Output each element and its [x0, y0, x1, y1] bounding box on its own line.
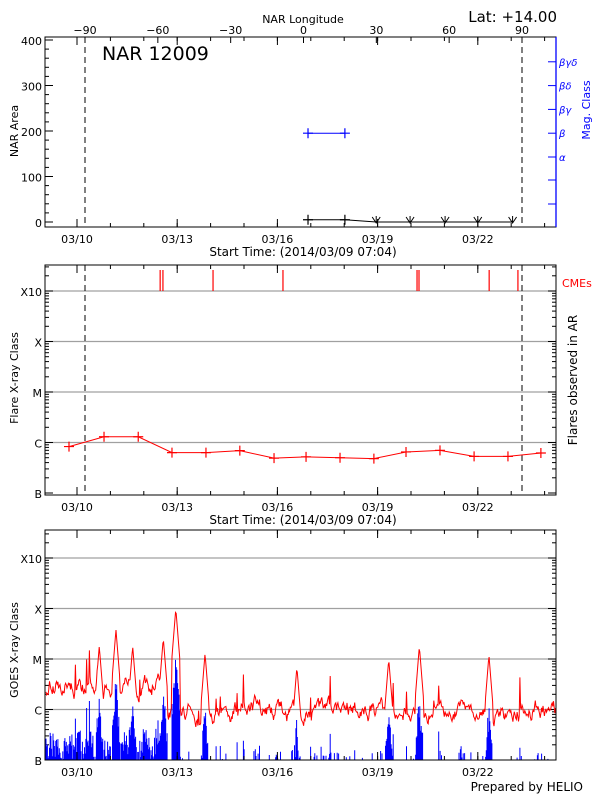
panel-goes: GOES X-ray Class Prepared by HELIO B C M X X… [8, 529, 583, 794]
x-tick-label: 03/16 [262, 501, 294, 514]
x-tick-label: 03/10 [61, 501, 93, 514]
flare-series-line [68, 436, 541, 460]
y-tick-label: B [34, 755, 42, 768]
y-tick-label: B [34, 488, 42, 501]
plot-frame [44, 36, 557, 228]
x-tick-label: 03/10 [61, 233, 93, 246]
top-axis-tick-label: −90 [73, 24, 96, 37]
panel-title: NAR 12009 [102, 43, 209, 65]
flare-data-point [133, 431, 144, 442]
area-zero-marker [508, 216, 518, 224]
y-tick-label: M [33, 387, 43, 400]
area-zero-marker [473, 216, 483, 224]
area-zero-marker [371, 216, 381, 224]
panel-nar-area: Lat: +14.00 NAR Longitude NAR 12009 NAR … [8, 8, 593, 259]
latitude-label: Lat: +14.00 [468, 8, 557, 26]
x-tick-label: 03/22 [462, 233, 494, 246]
y-axis-label-right: Flares observed in AR [566, 315, 580, 445]
top-axis-tick-label: −60 [146, 24, 169, 37]
x-tick-label: 03/19 [362, 501, 394, 514]
flare-data-point [401, 446, 412, 457]
mag-class-data-point [303, 128, 314, 139]
cme-label: CMEs [562, 277, 592, 290]
flare-data-point [234, 445, 245, 456]
top-axis-tick-label: 0 [300, 24, 307, 37]
y-tick-label: 200 [21, 126, 42, 139]
x-tick-label: 03/13 [161, 766, 193, 779]
mag-class-tick-label: βγ [558, 105, 572, 116]
x-tick-label: 03/22 [462, 766, 494, 779]
panel-flares: Flare X-ray Class Flares observed in AR … [8, 264, 592, 527]
y-tick-label: 300 [21, 81, 42, 94]
flare-data-point [335, 452, 346, 463]
y-axis-label: GOES X-ray Class [8, 602, 21, 698]
y-axis-label-right: Mag. Class [580, 80, 593, 139]
flare-data-point [166, 447, 177, 458]
x-tick-label: 03/22 [462, 501, 494, 514]
top-axis-tick-label: 90 [515, 24, 529, 37]
mag-class-tick-label: α [559, 153, 566, 164]
flare-data-point [535, 447, 546, 458]
area-zero-marker [405, 216, 415, 224]
flare-data-point [269, 453, 280, 464]
flare-data-point [434, 445, 445, 456]
top-axis-label: NAR Longitude [262, 13, 344, 26]
x-tick-label: 03/16 [262, 233, 294, 246]
y-tick-label: C [34, 438, 42, 451]
area-data-point [303, 214, 314, 225]
flare-data-point [301, 451, 312, 462]
flare-data-point [63, 441, 74, 452]
y-tick-label: X10 [20, 553, 42, 566]
x-axis-label: Start Time: (2014/03/09 07:04) [209, 513, 396, 527]
area-data-point [339, 214, 350, 225]
plot-frame [44, 264, 557, 496]
y-axis-label: NAR Area [8, 105, 21, 157]
x-tick-label: 03/13 [161, 501, 193, 514]
y-tick-label: 400 [21, 35, 42, 48]
goes-long-channel-series [45, 610, 557, 727]
y-tick-label: 100 [21, 172, 42, 185]
top-axis-tick-label: 60 [442, 24, 456, 37]
y-tick-label: X [34, 604, 42, 617]
x-tick-label: 03/19 [362, 766, 394, 779]
x-tick-label: 03/13 [161, 233, 193, 246]
x-tick-label: 03/10 [61, 766, 93, 779]
mag-class-tick-label: βγδ [558, 58, 577, 69]
y-tick-label: X [34, 337, 42, 350]
top-axis-tick-label: −30 [219, 24, 242, 37]
y-tick-label: C [34, 705, 42, 718]
flare-data-point [469, 451, 480, 462]
area-zero-marker [440, 216, 450, 224]
mag-class-tick-label: β [558, 129, 566, 140]
mag-class-tick-label: βδ [558, 82, 572, 93]
x-tick-label: 03/16 [262, 766, 294, 779]
footer-credit: Prepared by HELIO [471, 780, 583, 794]
flare-data-point [200, 447, 211, 458]
y-tick-label: X10 [20, 286, 42, 299]
plot-frame [44, 529, 557, 761]
y-tick-label: M [33, 654, 43, 667]
mag-class-data-point [339, 128, 350, 139]
flare-data-point [502, 451, 513, 462]
y-axis-label: Flare X-ray Class [8, 332, 21, 424]
x-tick-label: 03/19 [362, 233, 394, 246]
flare-data-point [368, 453, 379, 464]
x-axis-label: Start Time: (2014/03/09 07:04) [209, 245, 396, 259]
flare-data-point [99, 431, 110, 442]
top-axis-tick-label: 30 [369, 24, 383, 37]
y-tick-label: 0 [35, 217, 42, 230]
